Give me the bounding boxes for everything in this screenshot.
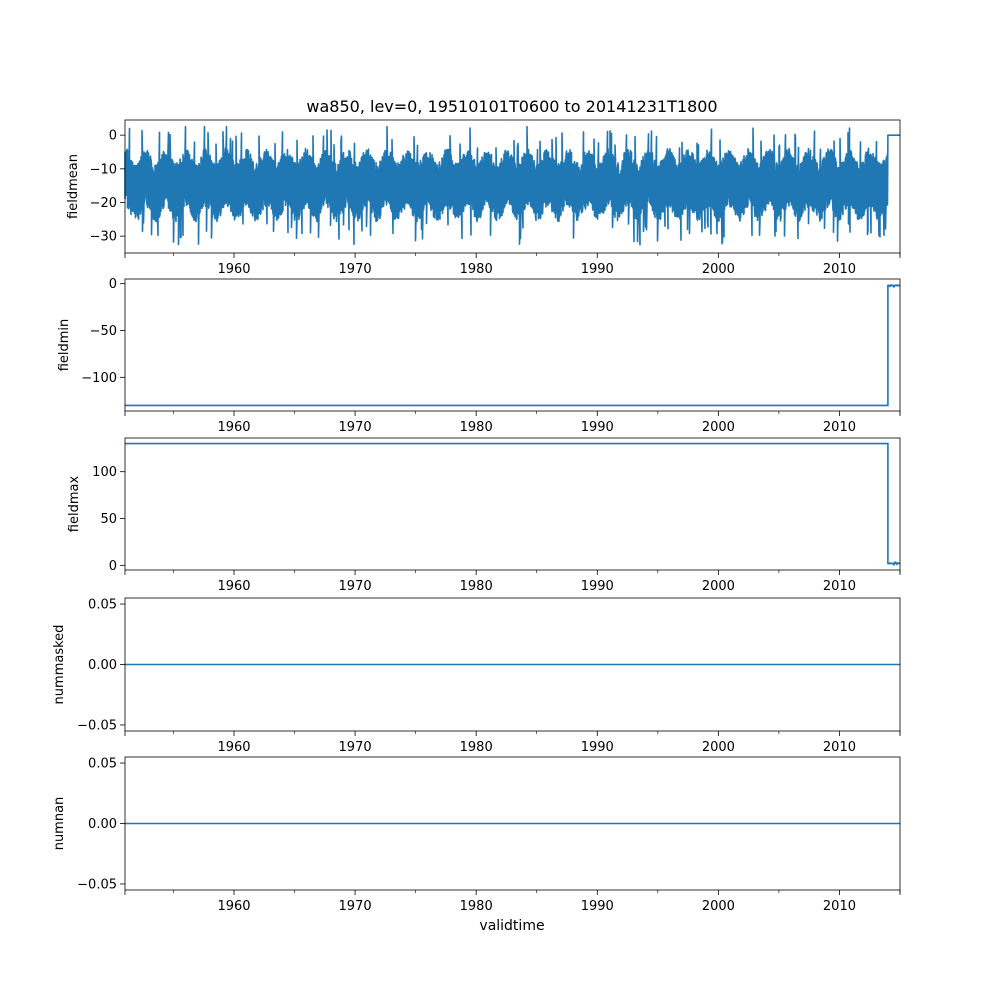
y-tick-label: 0.00 (88, 658, 117, 673)
x-tick-label: 1980 (460, 740, 493, 755)
y-tick-label: −0.05 (77, 718, 117, 733)
x-tick-label: 1990 (581, 740, 614, 755)
y-tick-label: 0 (109, 559, 117, 574)
y-tick-label: −100 (81, 371, 117, 386)
y-tick-label: 0 (109, 277, 117, 292)
y-tick-label: 100 (92, 465, 117, 480)
y-axis-label: fieldmin (57, 319, 72, 372)
subplot-numnan: 1960 1970 1980 1990 2000 2010 0.05 0.00 −0.05 num… (52, 757, 901, 914)
x-tick-label: 1980 (460, 579, 493, 594)
x-tick-label: 1960 (217, 899, 250, 914)
x-tick-label: 1970 (339, 262, 372, 277)
subplot-nummasked: 1960 1970 1980 1990 2000 2010 0.05 0.00 −0.05 num… (52, 598, 901, 755)
x-tick-label: 2010 (823, 899, 856, 914)
x-tick-label: 1960 (217, 262, 250, 277)
y-tick-label: −20 (90, 196, 117, 211)
x-tick-label: 1970 (339, 420, 372, 435)
subplot-fieldmin: 1960 1970 1980 1990 2000 2010 0 −50 −100 fieldmin (57, 277, 901, 435)
x-tick-label: 2000 (702, 740, 735, 755)
x-axis-label: validtime (479, 918, 544, 934)
x-tick-label: 1970 (339, 579, 372, 594)
axes-frame (124, 119, 901, 254)
x-tick-label: 1990 (581, 899, 614, 914)
x-tick-label: 2010 (823, 579, 856, 594)
x-tick-label: 2010 (823, 262, 856, 277)
y-axis-label: nummasked (52, 625, 67, 705)
x-tick-label: 1980 (460, 262, 493, 277)
x-tick-label: 1980 (460, 420, 493, 435)
subplot-panels: 1960 1970 1980 1990 2000 2010 0 −10 −20 −30 fieldm… (52, 119, 901, 914)
x-tick-label: 2000 (702, 262, 735, 277)
x-tick-label: 1960 (217, 420, 250, 435)
y-tick-label: −10 (90, 162, 117, 177)
x-tick-label: 1960 (217, 579, 250, 594)
x-tick-label: 2010 (823, 420, 856, 435)
series-tail-fieldmax (887, 561, 901, 567)
y-tick-label: 50 (100, 512, 117, 527)
chart-title: wa850, lev=0, 19510101T0600 to 20141231T… (306, 97, 717, 116)
y-tick-label: −50 (90, 324, 117, 339)
y-tick-label: 0.00 (88, 817, 117, 832)
subplot-fieldmax: 1960 1970 1980 1990 2000 2010 100 50 0 fieldmax (67, 437, 901, 594)
series-tail-fieldmin (887, 284, 901, 289)
x-tick-label: 2000 (702, 899, 735, 914)
y-axis-label: fieldmax (67, 476, 82, 533)
x-tick-label: 1970 (339, 899, 372, 914)
y-tick-label: −0.05 (77, 877, 117, 892)
axes-frame (124, 278, 901, 412)
y-tick-label: 0.05 (88, 757, 117, 772)
y-axis-label: fieldmean (66, 154, 81, 219)
axes-frame (124, 437, 901, 571)
subplot-fieldmean: 1960 1970 1980 1990 2000 2010 0 −10 −20 −30 fieldm… (66, 119, 901, 277)
x-tick-label: 1980 (460, 899, 493, 914)
y-tick-label: 0 (109, 129, 117, 144)
x-tick-label: 1970 (339, 740, 372, 755)
x-tick-label: 2010 (823, 740, 856, 755)
x-tick-label: 1990 (581, 420, 614, 435)
y-tick-label: −30 (90, 230, 117, 245)
series-line-fieldmean (124, 125, 900, 246)
x-tick-label: 1990 (581, 579, 614, 594)
x-tick-label: 2000 (702, 579, 735, 594)
x-tick-label: 1960 (217, 740, 250, 755)
x-tick-label: 2000 (702, 420, 735, 435)
y-axis-label: numnan (52, 797, 67, 851)
x-tick-label: 1990 (581, 262, 614, 277)
y-tick-label: 0.05 (88, 598, 117, 613)
